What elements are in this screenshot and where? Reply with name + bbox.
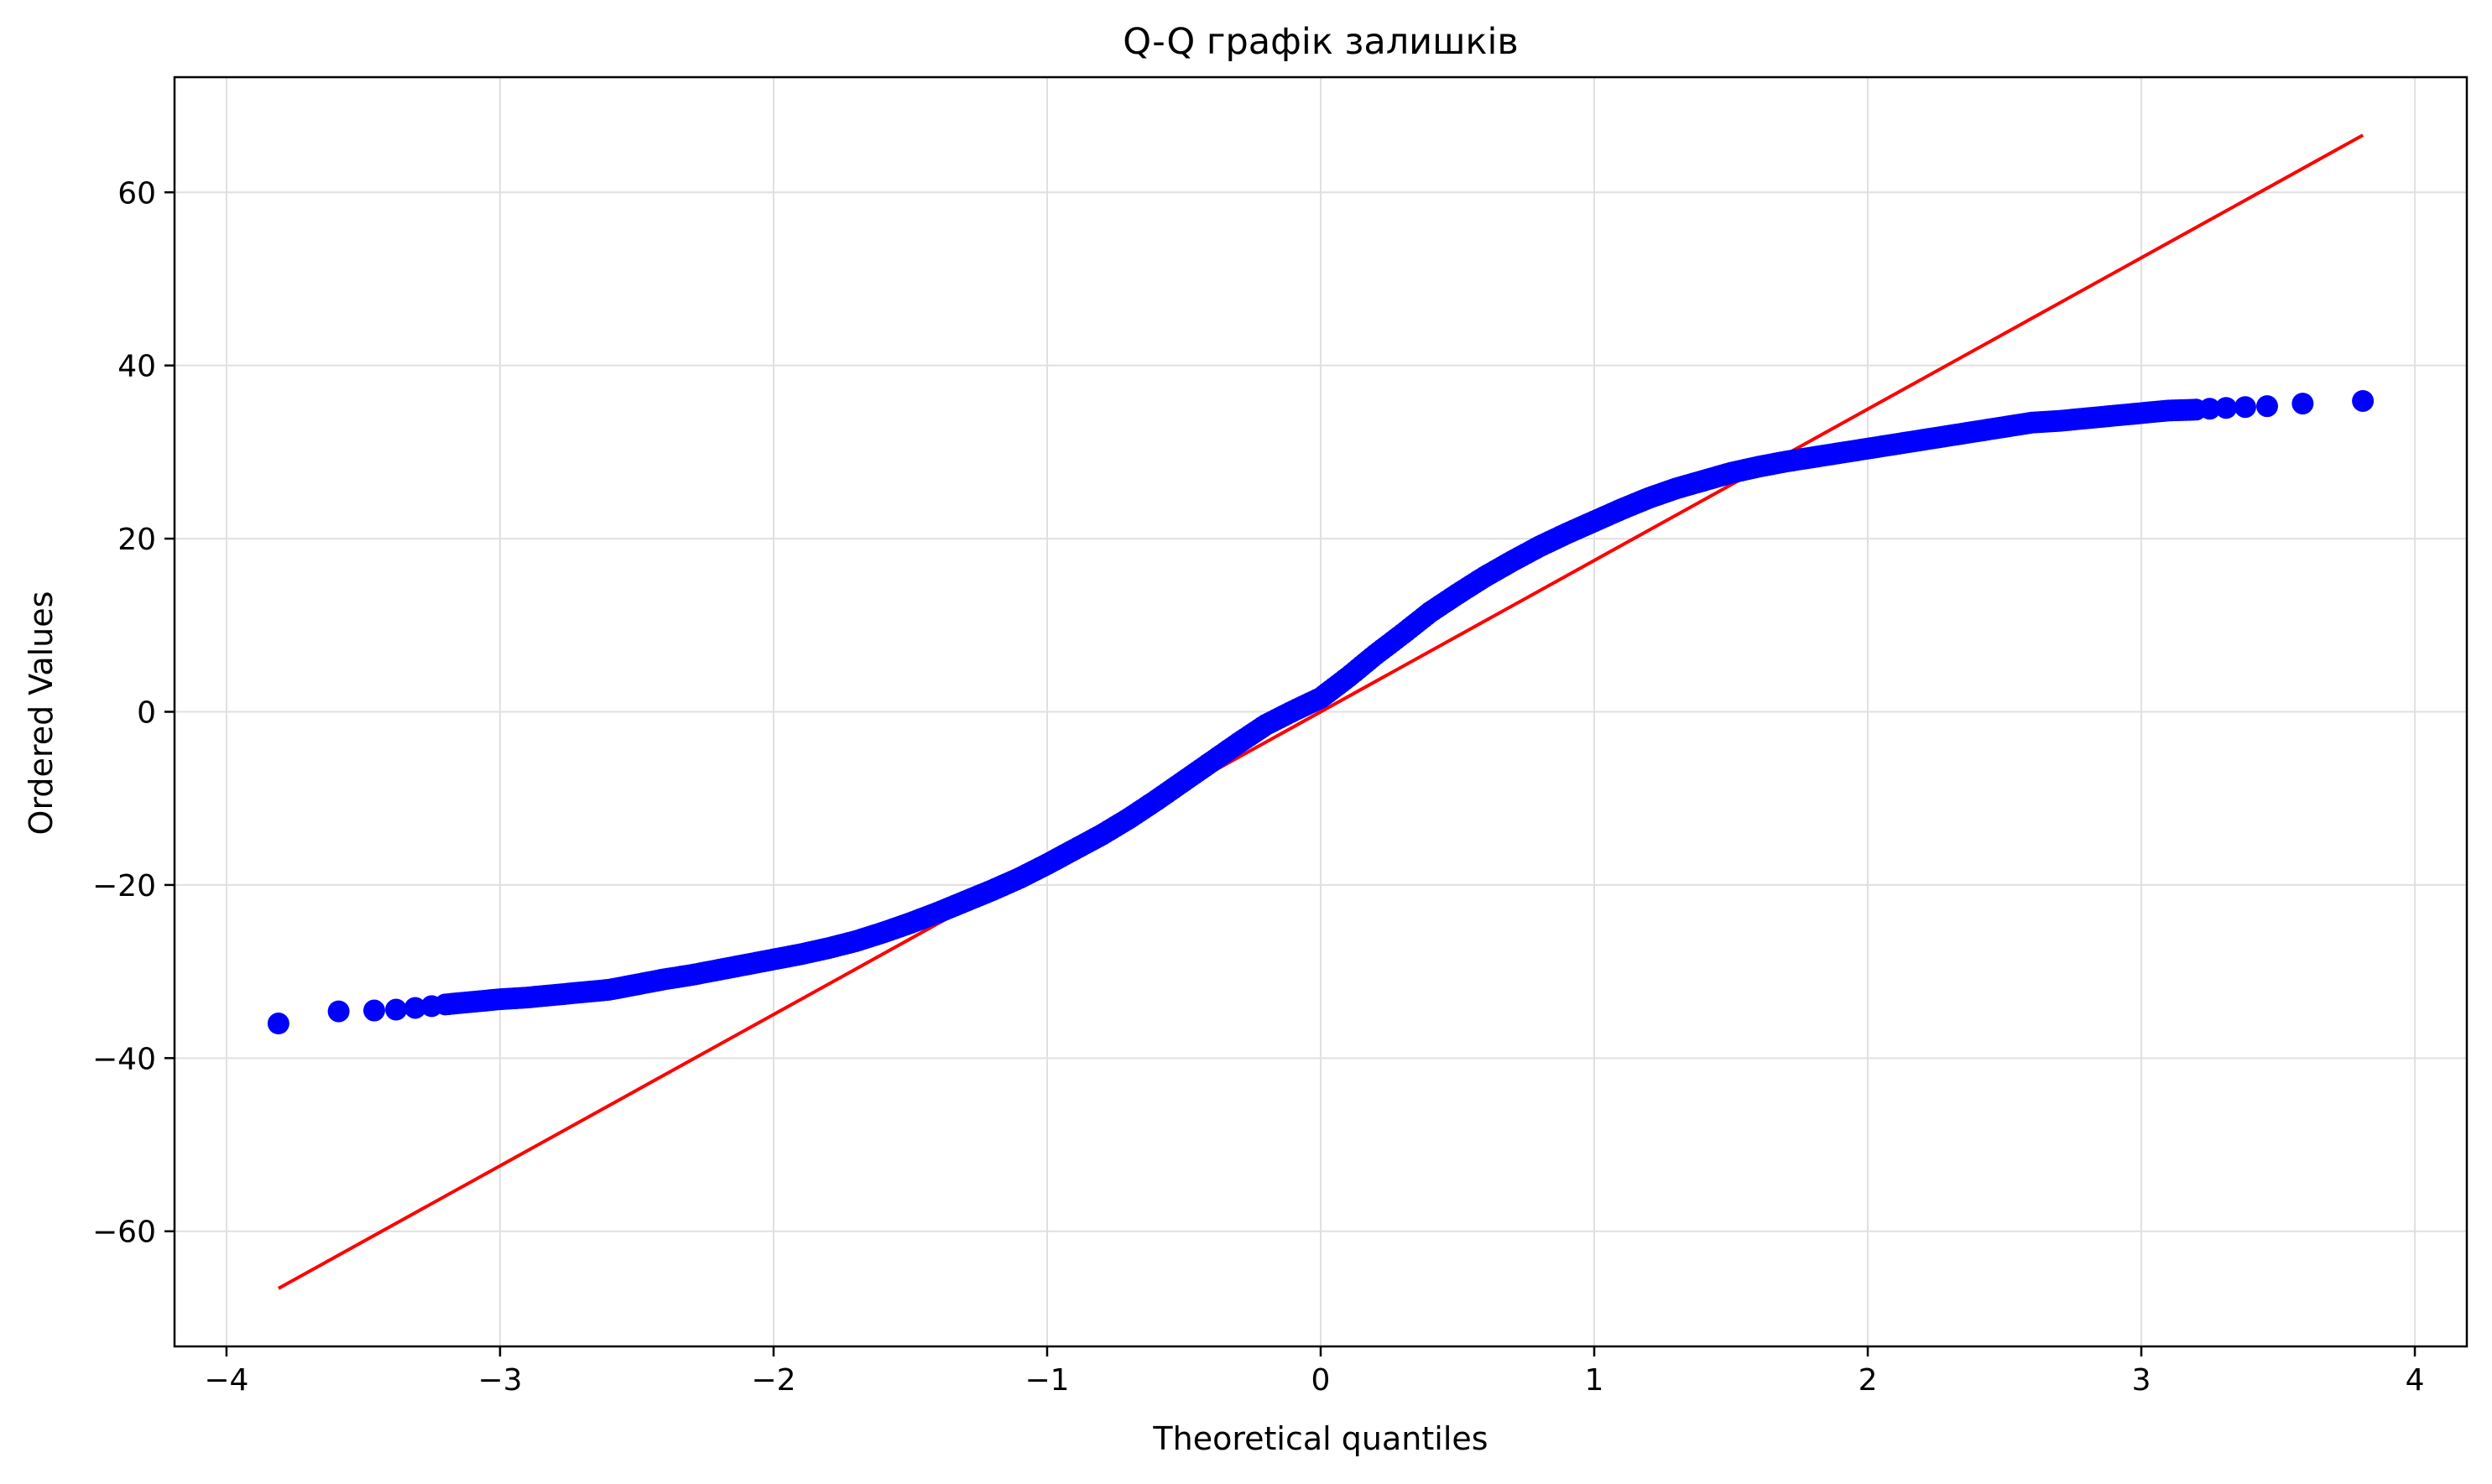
x-tick-label: 4 <box>2406 1363 2425 1398</box>
y-tick-label: −60 <box>92 1216 156 1250</box>
qq-point <box>2256 395 2279 418</box>
y-tick-label: 0 <box>137 696 156 731</box>
y-tick-label: 20 <box>117 523 156 557</box>
x-tick-label: 3 <box>2132 1363 2151 1398</box>
qq-point <box>327 1000 350 1023</box>
chart-title: Q-Q графік залишків <box>1123 21 1519 63</box>
x-axis-ticks: −4 −3 −2 −1 0 1 2 3 4 <box>204 1346 2425 1398</box>
y-tick-label: −40 <box>92 1042 156 1076</box>
qq-point <box>267 1013 289 1035</box>
x-tick-label: −1 <box>1024 1363 1069 1398</box>
qq-point <box>2215 397 2238 419</box>
qq-point <box>385 998 408 1021</box>
x-tick-label: 2 <box>1859 1363 1878 1398</box>
x-tick-label: 0 <box>1311 1363 1331 1398</box>
points-layer <box>267 389 2375 1035</box>
x-tick-label: −2 <box>751 1363 795 1398</box>
x-tick-label: 1 <box>1585 1363 1604 1398</box>
qq-point <box>2198 398 2221 420</box>
x-tick-label: −3 <box>477 1363 522 1398</box>
y-axis-ticks: −60 −40 −20 0 20 40 60 <box>92 176 175 1250</box>
y-tick-label: 60 <box>117 176 156 211</box>
qq-point <box>362 999 385 1022</box>
x-axis-label: Theoretical quantiles <box>1152 1420 1488 1457</box>
qq-point <box>2234 396 2256 419</box>
fit-line-layer <box>277 133 2364 1290</box>
qq-point-fill <box>2182 398 2204 421</box>
grid <box>175 77 2467 1346</box>
qq-point <box>2352 389 2375 412</box>
fit-line <box>277 133 2364 1290</box>
y-axis-label: Ordered Values <box>23 591 60 836</box>
y-tick-label: 40 <box>117 350 156 384</box>
y-tick-label: −20 <box>92 869 156 903</box>
qq-point <box>2291 393 2314 415</box>
x-tick-label: −4 <box>204 1363 248 1398</box>
qq-point <box>404 997 426 1019</box>
